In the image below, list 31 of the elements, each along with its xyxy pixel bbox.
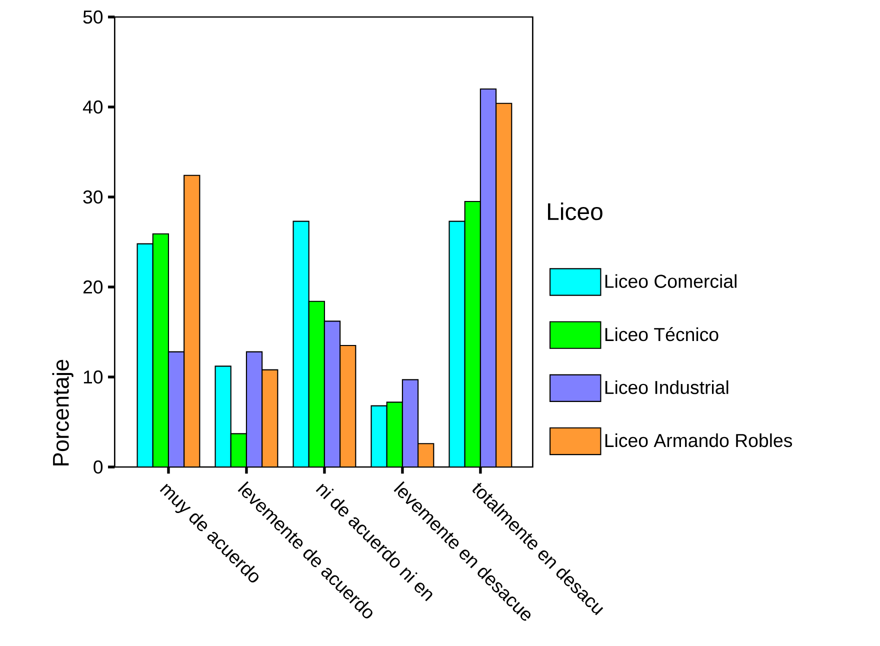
bar <box>402 379 419 467</box>
y-tick-label: 0 <box>94 460 103 474</box>
bar <box>168 351 185 467</box>
bar <box>184 174 200 467</box>
bar <box>324 321 340 467</box>
bar <box>480 88 497 467</box>
legend-label: Liceo Armando Robles <box>605 433 792 448</box>
bar <box>448 220 466 467</box>
bar <box>136 243 154 467</box>
legend-label: Liceo Industrial <box>605 380 728 394</box>
bar <box>464 200 481 467</box>
legend-label: Liceo Comercial <box>605 274 736 288</box>
bar <box>152 233 170 467</box>
y-tick-label: 20 <box>83 280 103 294</box>
y-axis-title: Porcentaje <box>52 360 74 466</box>
legend-label: Liceo Técnico <box>605 327 718 342</box>
bar <box>230 433 248 467</box>
y-tick-label: 50 <box>83 10 103 24</box>
bar <box>340 346 356 467</box>
y-tick-label: 10 <box>84 370 103 384</box>
bar <box>496 102 512 467</box>
bar <box>370 405 388 467</box>
bar <box>386 402 403 467</box>
bar <box>293 221 309 467</box>
legend-title: Liceo <box>548 202 602 220</box>
bar <box>262 369 278 467</box>
y-tick-label: 30 <box>83 190 103 204</box>
bar <box>246 351 263 467</box>
y-tick-label: 40 <box>82 100 103 114</box>
bar <box>214 366 232 467</box>
bar <box>308 301 324 467</box>
